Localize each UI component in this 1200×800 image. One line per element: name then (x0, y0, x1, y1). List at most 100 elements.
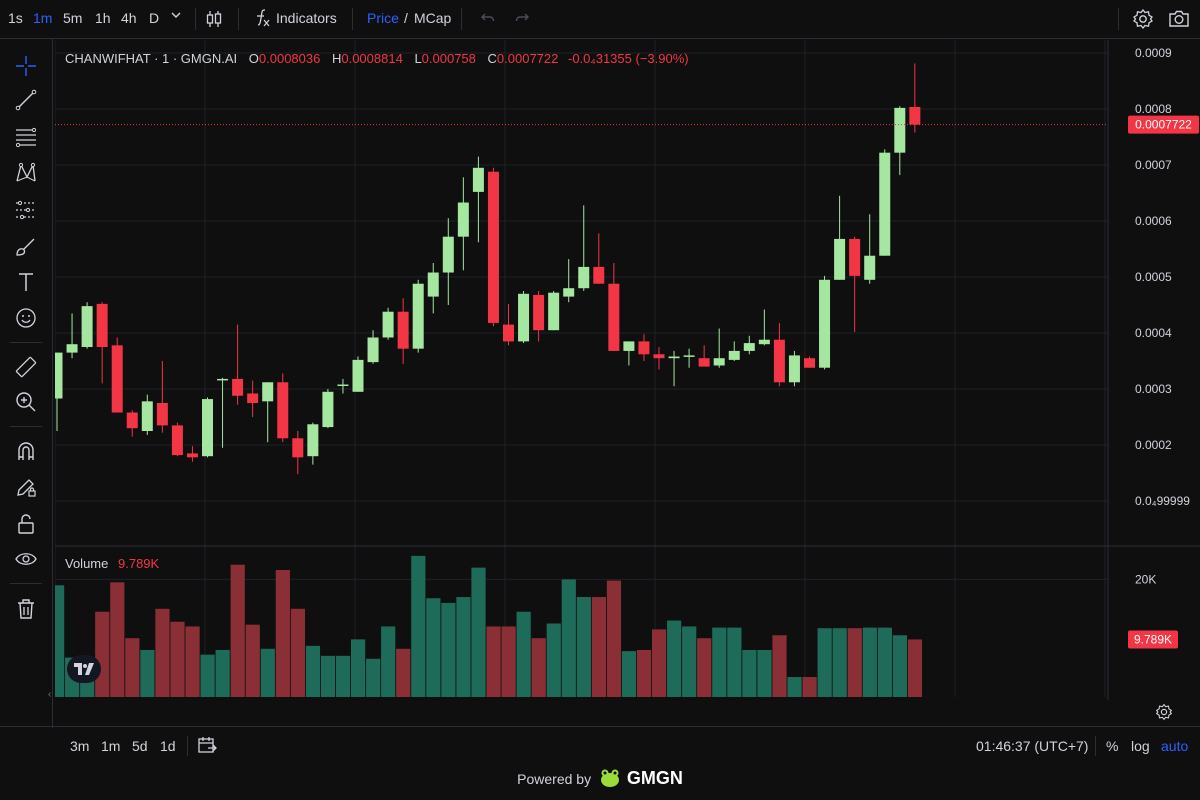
toolbar-divider (1118, 8, 1119, 30)
volume-value: 9.789K (118, 556, 160, 571)
percent-toggle[interactable]: % (1106, 738, 1119, 754)
price-tick-label: 0.0007 (1135, 158, 1172, 172)
volume-bar (802, 677, 817, 697)
chevron-down-icon[interactable] (170, 8, 182, 24)
range-1d[interactable]: 1d (160, 738, 176, 754)
candle-body (623, 341, 635, 351)
indicators-button[interactable]: Indicators (276, 10, 337, 26)
volume-bar (125, 638, 140, 697)
bottom-divider (1095, 736, 1096, 756)
price-tick-label: 0.0009 (1135, 46, 1172, 60)
candle-body (442, 236, 454, 273)
interval-1s[interactable]: 1s (8, 10, 23, 26)
volume-bar (787, 677, 802, 697)
candle-body (66, 344, 78, 353)
current-volume-tag-label: 9.789K (1134, 632, 1172, 646)
range-3m[interactable]: 3m (70, 738, 90, 754)
candle-body (232, 378, 244, 396)
undo-icon[interactable] (478, 10, 496, 31)
fib-retracement-icon[interactable] (12, 123, 40, 151)
open-label: O (248, 51, 259, 66)
close-value: 0.0007722 (496, 51, 559, 66)
volume-bars (55, 555, 923, 697)
scroll-left-icon[interactable]: ‹ (48, 689, 52, 700)
volume-bar (155, 608, 170, 697)
candle-body (728, 350, 740, 360)
hide-drawings-eye-icon[interactable] (12, 545, 40, 573)
candle-body (668, 356, 680, 359)
auto-toggle[interactable]: auto (1161, 738, 1189, 754)
magnet-icon[interactable] (12, 437, 40, 465)
calendar-goto-icon[interactable] (197, 735, 217, 758)
candle-body (382, 311, 394, 338)
candle-body (156, 403, 168, 426)
interval-4h[interactable]: 4h (121, 10, 137, 26)
pattern-xabcd-icon[interactable] (12, 159, 40, 187)
volume-bar (862, 627, 877, 697)
clock-timezone[interactable]: 01:46:37 (UTC+7) (976, 738, 1089, 754)
camera-icon[interactable] (1168, 8, 1190, 33)
price-chart[interactable]: 0.0009 0.0008 0.0007 0.0006 0.0005 0.0004 0.00… (55, 40, 1200, 700)
high-label: H (331, 51, 342, 66)
price-tick-label: 0.0006 (1135, 214, 1172, 228)
change-value: -0.0₄31355 (568, 51, 632, 66)
candle-body (788, 355, 800, 383)
mcap-toggle[interactable]: MCap (414, 10, 452, 26)
tradingview-logo[interactable] (67, 655, 101, 683)
top-toolbar-border (0, 38, 1200, 39)
candle-body (141, 401, 153, 431)
symbol-title[interactable]: CHANWIFHAT · 1 · GMGN.AI (65, 51, 238, 66)
candles-icon[interactable] (205, 9, 223, 32)
tools-border (52, 38, 53, 728)
volume-bar (396, 648, 411, 697)
redo-icon[interactable] (514, 10, 532, 31)
settings-gear-icon[interactable] (1132, 8, 1154, 33)
zoom-in-icon[interactable] (12, 388, 40, 416)
volume-bar (652, 629, 667, 697)
drawing-toolbar-divider (10, 426, 42, 427)
interval-1m[interactable]: 1m (33, 10, 53, 26)
lock-drawing-pencil-icon[interactable] (12, 473, 40, 501)
price-tick-label: 0.0008 (1135, 102, 1172, 116)
candle-body (713, 358, 725, 366)
lock-icon[interactable] (12, 510, 40, 538)
volume-bar (230, 564, 245, 697)
axis-settings-icon[interactable] (1155, 703, 1173, 724)
brush-icon[interactable] (12, 233, 40, 261)
candle-body (894, 107, 906, 153)
candlesticks (55, 63, 921, 475)
toolbar-divider (352, 8, 353, 30)
indicators-fx-icon[interactable] (252, 8, 272, 31)
gmgn-frog-logo (599, 768, 621, 791)
trash-icon[interactable] (12, 595, 40, 623)
emoji-icon[interactable] (12, 304, 40, 332)
trend-line-icon[interactable] (12, 86, 40, 114)
volume-bar (561, 579, 576, 697)
volume-bar (697, 638, 712, 697)
text-tool-icon[interactable] (12, 268, 40, 296)
volume-bar (426, 598, 441, 697)
volume-bar (140, 649, 155, 697)
forecast-tools-icon[interactable] (12, 196, 40, 224)
open-value: 0.0008036 (258, 51, 321, 66)
ruler-icon[interactable] (12, 353, 40, 381)
interval-D[interactable]: D (149, 10, 160, 26)
powered-by-footer: Powered by GMGN (0, 768, 1200, 791)
log-toggle[interactable]: log (1131, 738, 1150, 754)
candle-body (292, 438, 304, 458)
candle-body (337, 384, 349, 387)
crosshair-icon[interactable] (12, 52, 40, 80)
volume-bar (501, 626, 516, 697)
volume-bar (275, 569, 290, 697)
range-5d[interactable]: 5d (132, 738, 148, 754)
range-1m[interactable]: 1m (101, 738, 121, 754)
candle-body (397, 311, 409, 349)
bottom-bar-border (0, 726, 1200, 727)
top-toolbar: 1s 1m 5m 1h 4h D Indicators Price / MCap (0, 0, 1200, 38)
interval-1h[interactable]: 1h (95, 10, 111, 26)
price-toggle[interactable]: Price (367, 10, 399, 26)
candle-body (427, 272, 439, 297)
volume-bar (110, 582, 125, 697)
interval-5m[interactable]: 5m (63, 10, 83, 26)
candle-body (819, 279, 831, 368)
